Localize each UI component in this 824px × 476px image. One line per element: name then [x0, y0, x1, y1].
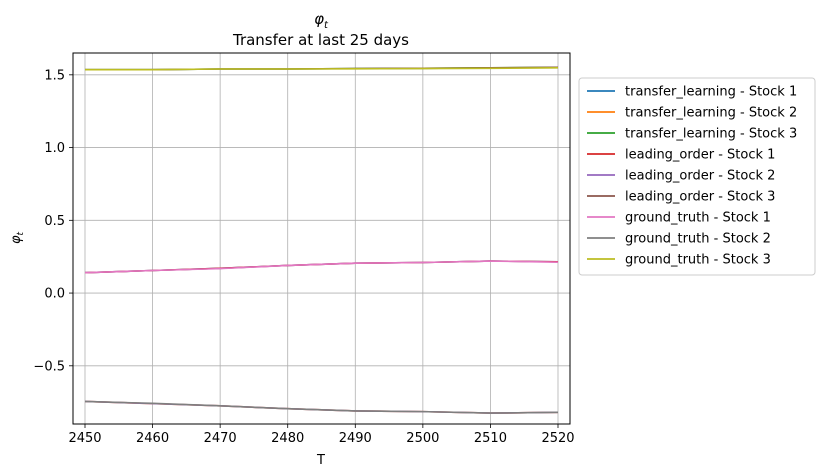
legend: transfer_learning - Stock 1 transfer_lear…: [578, 77, 816, 276]
series-line-9: [85, 67, 559, 71]
legend-box: [578, 77, 816, 276]
x-tick-label: 2520: [541, 431, 574, 446]
legend-label: ground_truth - Stock 1: [625, 211, 771, 226]
legend-label: ground_truth - Stock 3: [625, 253, 771, 268]
legend-label: leading_order - Stock 2: [625, 169, 775, 184]
y-tick-label: 1.0: [44, 141, 65, 156]
legend-label: transfer_learning - Stock 2: [625, 106, 797, 121]
grid-lines: [73, 53, 570, 424]
plot-area-frame: [72, 52, 571, 425]
legend-label: transfer_learning - Stock 3: [625, 127, 797, 142]
x-tick-label: 2480: [271, 431, 304, 446]
y-tick-label: 0.0: [44, 287, 65, 302]
x-tick-label: 2460: [136, 431, 169, 446]
y-tick-label: −0.5: [33, 359, 65, 374]
legend-label: transfer_learning - Stock 1: [625, 85, 797, 100]
legend-label: leading_order - Stock 3: [625, 190, 775, 205]
legend-label: leading_order - Stock 1: [625, 148, 775, 163]
y-tick-label: 0.5: [44, 214, 65, 229]
x-axis-ticks: 2450 2460 2470 2480 2490 2500 2510 2520: [68, 424, 575, 446]
chart-subtitle: Transfer at last 25 days: [232, 31, 409, 49]
x-tick-label: 2470: [204, 431, 237, 446]
legend-label: ground_truth - Stock 2: [625, 232, 771, 247]
series-line-8: [84, 400, 559, 414]
series-line-7: [84, 260, 559, 274]
x-tick-label: 2490: [339, 431, 372, 446]
y-axis-ticks: −0.5 0.0 0.5 1.0 1.5: [33, 68, 73, 374]
x-tick-label: 2510: [474, 431, 507, 446]
chart-title: φt: [314, 10, 329, 31]
x-axis-label: T: [316, 453, 325, 468]
x-tick-label: 2500: [406, 431, 439, 446]
series-lines: [84, 66, 559, 414]
y-tick-label: 1.5: [44, 68, 65, 83]
y-axis-label: φt: [9, 231, 26, 244]
x-tick-label: 2450: [68, 431, 101, 446]
